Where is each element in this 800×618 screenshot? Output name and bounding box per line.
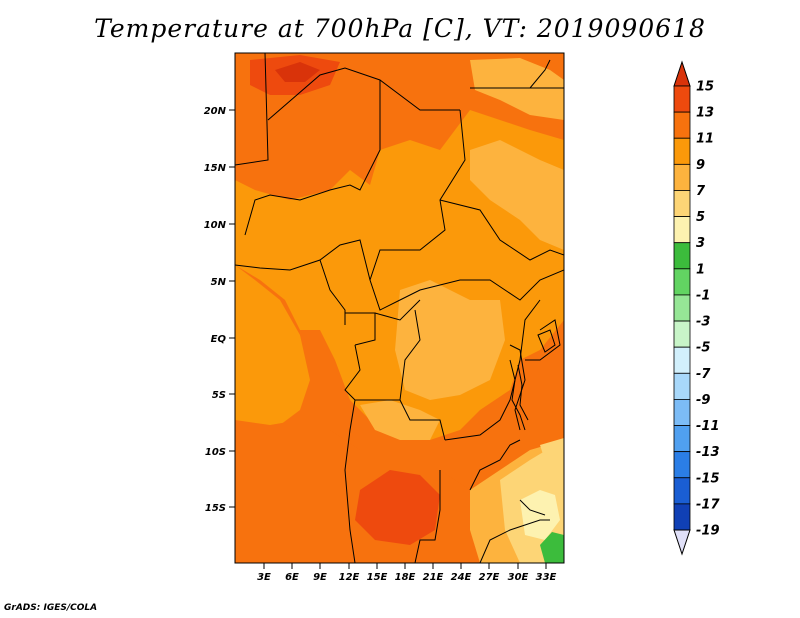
colorbar-label: 3 bbox=[696, 236, 705, 251]
colorbar-swatch bbox=[673, 451, 691, 479]
lon-label: 27E bbox=[479, 572, 500, 583]
lon-tick-21E: 21E bbox=[423, 563, 444, 583]
colorbar-swatch bbox=[673, 294, 691, 322]
colorbar-label: -17 bbox=[696, 497, 720, 512]
colorbar-label: 5 bbox=[696, 210, 705, 225]
lon-label: 15E bbox=[367, 572, 388, 583]
colorbar-swatch bbox=[673, 477, 691, 505]
colorbar-swatch bbox=[673, 320, 691, 348]
lon-tick-3E: 3E bbox=[257, 563, 271, 583]
lat-tick-15N: 15N bbox=[204, 163, 235, 174]
colorbar-swatch bbox=[673, 503, 691, 531]
colorbar-swatch bbox=[673, 85, 691, 113]
colorbar: 15 13 11 9 7 5 3 1 -1 -3 -5 -7 -9 -11 -13 -15 -17 -19 bbox=[673, 60, 720, 556]
credit-text: GrADS: IGES/COLA bbox=[4, 603, 98, 613]
colorbar-swatch bbox=[673, 242, 691, 270]
lat-tick-5N: 5N bbox=[211, 277, 235, 288]
lat-tick-10N: 10N bbox=[204, 220, 235, 231]
lon-label: 24E bbox=[451, 572, 472, 583]
colorbar-swatch bbox=[673, 399, 691, 426]
lon-tick-27E: 27E bbox=[479, 563, 500, 583]
field-region-7-9-north bbox=[470, 140, 564, 250]
lon-axis: 3E 6E 9E 12E 15E 18E 21E 24E 27E 30E 33E bbox=[257, 563, 557, 583]
colorbar-label: 9 bbox=[696, 158, 705, 173]
lat-label: 20N bbox=[204, 106, 227, 117]
colorbar-label: -1 bbox=[696, 288, 710, 303]
map-frame bbox=[234, 52, 565, 564]
lat-tick-EQ: EQ bbox=[211, 334, 235, 345]
colorbar-label: -11 bbox=[696, 419, 720, 434]
colorbar-swatch bbox=[673, 190, 691, 217]
field-region-3-5 bbox=[520, 490, 560, 540]
field-region-5-7-east bbox=[540, 438, 564, 470]
lon-label: 9E bbox=[313, 572, 327, 583]
lon-tick-30E: 30E bbox=[508, 563, 529, 583]
colorbar-label: -19 bbox=[696, 524, 720, 539]
lon-tick-9E: 9E bbox=[313, 563, 327, 583]
lon-label: 6E bbox=[285, 572, 299, 583]
lat-label: 15S bbox=[205, 503, 226, 514]
colorbar-label: -15 bbox=[696, 471, 720, 486]
lon-label: 12E bbox=[339, 572, 360, 583]
field-region-13-15-south bbox=[355, 470, 440, 545]
colorbar-label: -13 bbox=[696, 445, 720, 460]
lat-label: 5N bbox=[211, 277, 227, 288]
lon-label: 33E bbox=[536, 572, 557, 583]
lon-tick-33E: 33E bbox=[536, 563, 557, 583]
colorbar-label: 1 bbox=[696, 262, 705, 277]
colorbar-label: 15 bbox=[696, 80, 714, 95]
lat-label: EQ bbox=[211, 334, 227, 345]
lat-label: 15N bbox=[204, 163, 227, 174]
colorbar-label: -5 bbox=[696, 341, 710, 356]
colorbar-label: -3 bbox=[696, 315, 710, 330]
lat-label: 10N bbox=[204, 220, 227, 231]
temperature-field bbox=[235, 53, 564, 563]
lat-tick-10S: 10S bbox=[205, 447, 235, 458]
colorbar-swatch bbox=[673, 372, 691, 400]
colorbar-label: -9 bbox=[696, 393, 710, 408]
field-region-7-9-congo bbox=[395, 280, 505, 400]
colorbar-swatch bbox=[673, 163, 691, 191]
colorbar-label: 11 bbox=[696, 132, 714, 147]
colorbar-label: 13 bbox=[696, 106, 714, 121]
lon-label: 21E bbox=[423, 572, 444, 583]
lon-tick-15E: 15E bbox=[367, 563, 388, 583]
colorbar-swatch bbox=[673, 216, 691, 244]
colorbar-top-arrow bbox=[673, 60, 691, 87]
colorbar-swatch bbox=[673, 425, 691, 453]
chart-title: Temperature at 700hPa [C], VT: 201909061… bbox=[94, 14, 706, 43]
lon-tick-12E: 12E bbox=[339, 563, 360, 583]
lat-tick-20N: 20N bbox=[204, 106, 235, 117]
lon-tick-6E: 6E bbox=[285, 563, 299, 583]
colorbar-swatch bbox=[673, 137, 691, 165]
lon-label: 3E bbox=[257, 572, 271, 583]
country-borders bbox=[235, 53, 564, 563]
lat-tick-5S: 5S bbox=[212, 390, 235, 401]
colorbar-labels: 15 13 11 9 7 5 3 1 -1 -3 -5 -7 -9 -11 -13 -15 -17 -19 bbox=[696, 80, 720, 539]
colorbar-label: 7 bbox=[696, 184, 706, 199]
colorbar-swatch bbox=[673, 111, 691, 139]
lon-label: 18E bbox=[395, 572, 416, 583]
colorbar-swatch bbox=[673, 346, 691, 374]
lon-tick-24E: 24E bbox=[451, 563, 472, 583]
lon-label: 30E bbox=[508, 572, 529, 583]
lat-axis: 20N 15N 10N 5N EQ 5S 10S 15S bbox=[204, 106, 235, 514]
colorbar-boxes bbox=[673, 85, 691, 531]
colorbar-bottom-arrow bbox=[673, 529, 691, 556]
lat-label: 5S bbox=[212, 390, 226, 401]
lat-label: 10S bbox=[205, 447, 226, 458]
lat-tick-15S: 15S bbox=[205, 503, 235, 514]
field-region-1-3 bbox=[540, 532, 564, 563]
field-region-7-9-angola bbox=[360, 400, 440, 440]
colorbar-label: -7 bbox=[696, 367, 711, 382]
field-region-warmest bbox=[275, 62, 320, 82]
lon-tick-18E: 18E bbox=[395, 563, 416, 583]
lakes bbox=[509, 329, 556, 516]
field-region-9-11-b bbox=[235, 265, 310, 435]
field-region-7-9-northeast bbox=[470, 58, 564, 120]
colorbar-swatch bbox=[673, 268, 691, 296]
